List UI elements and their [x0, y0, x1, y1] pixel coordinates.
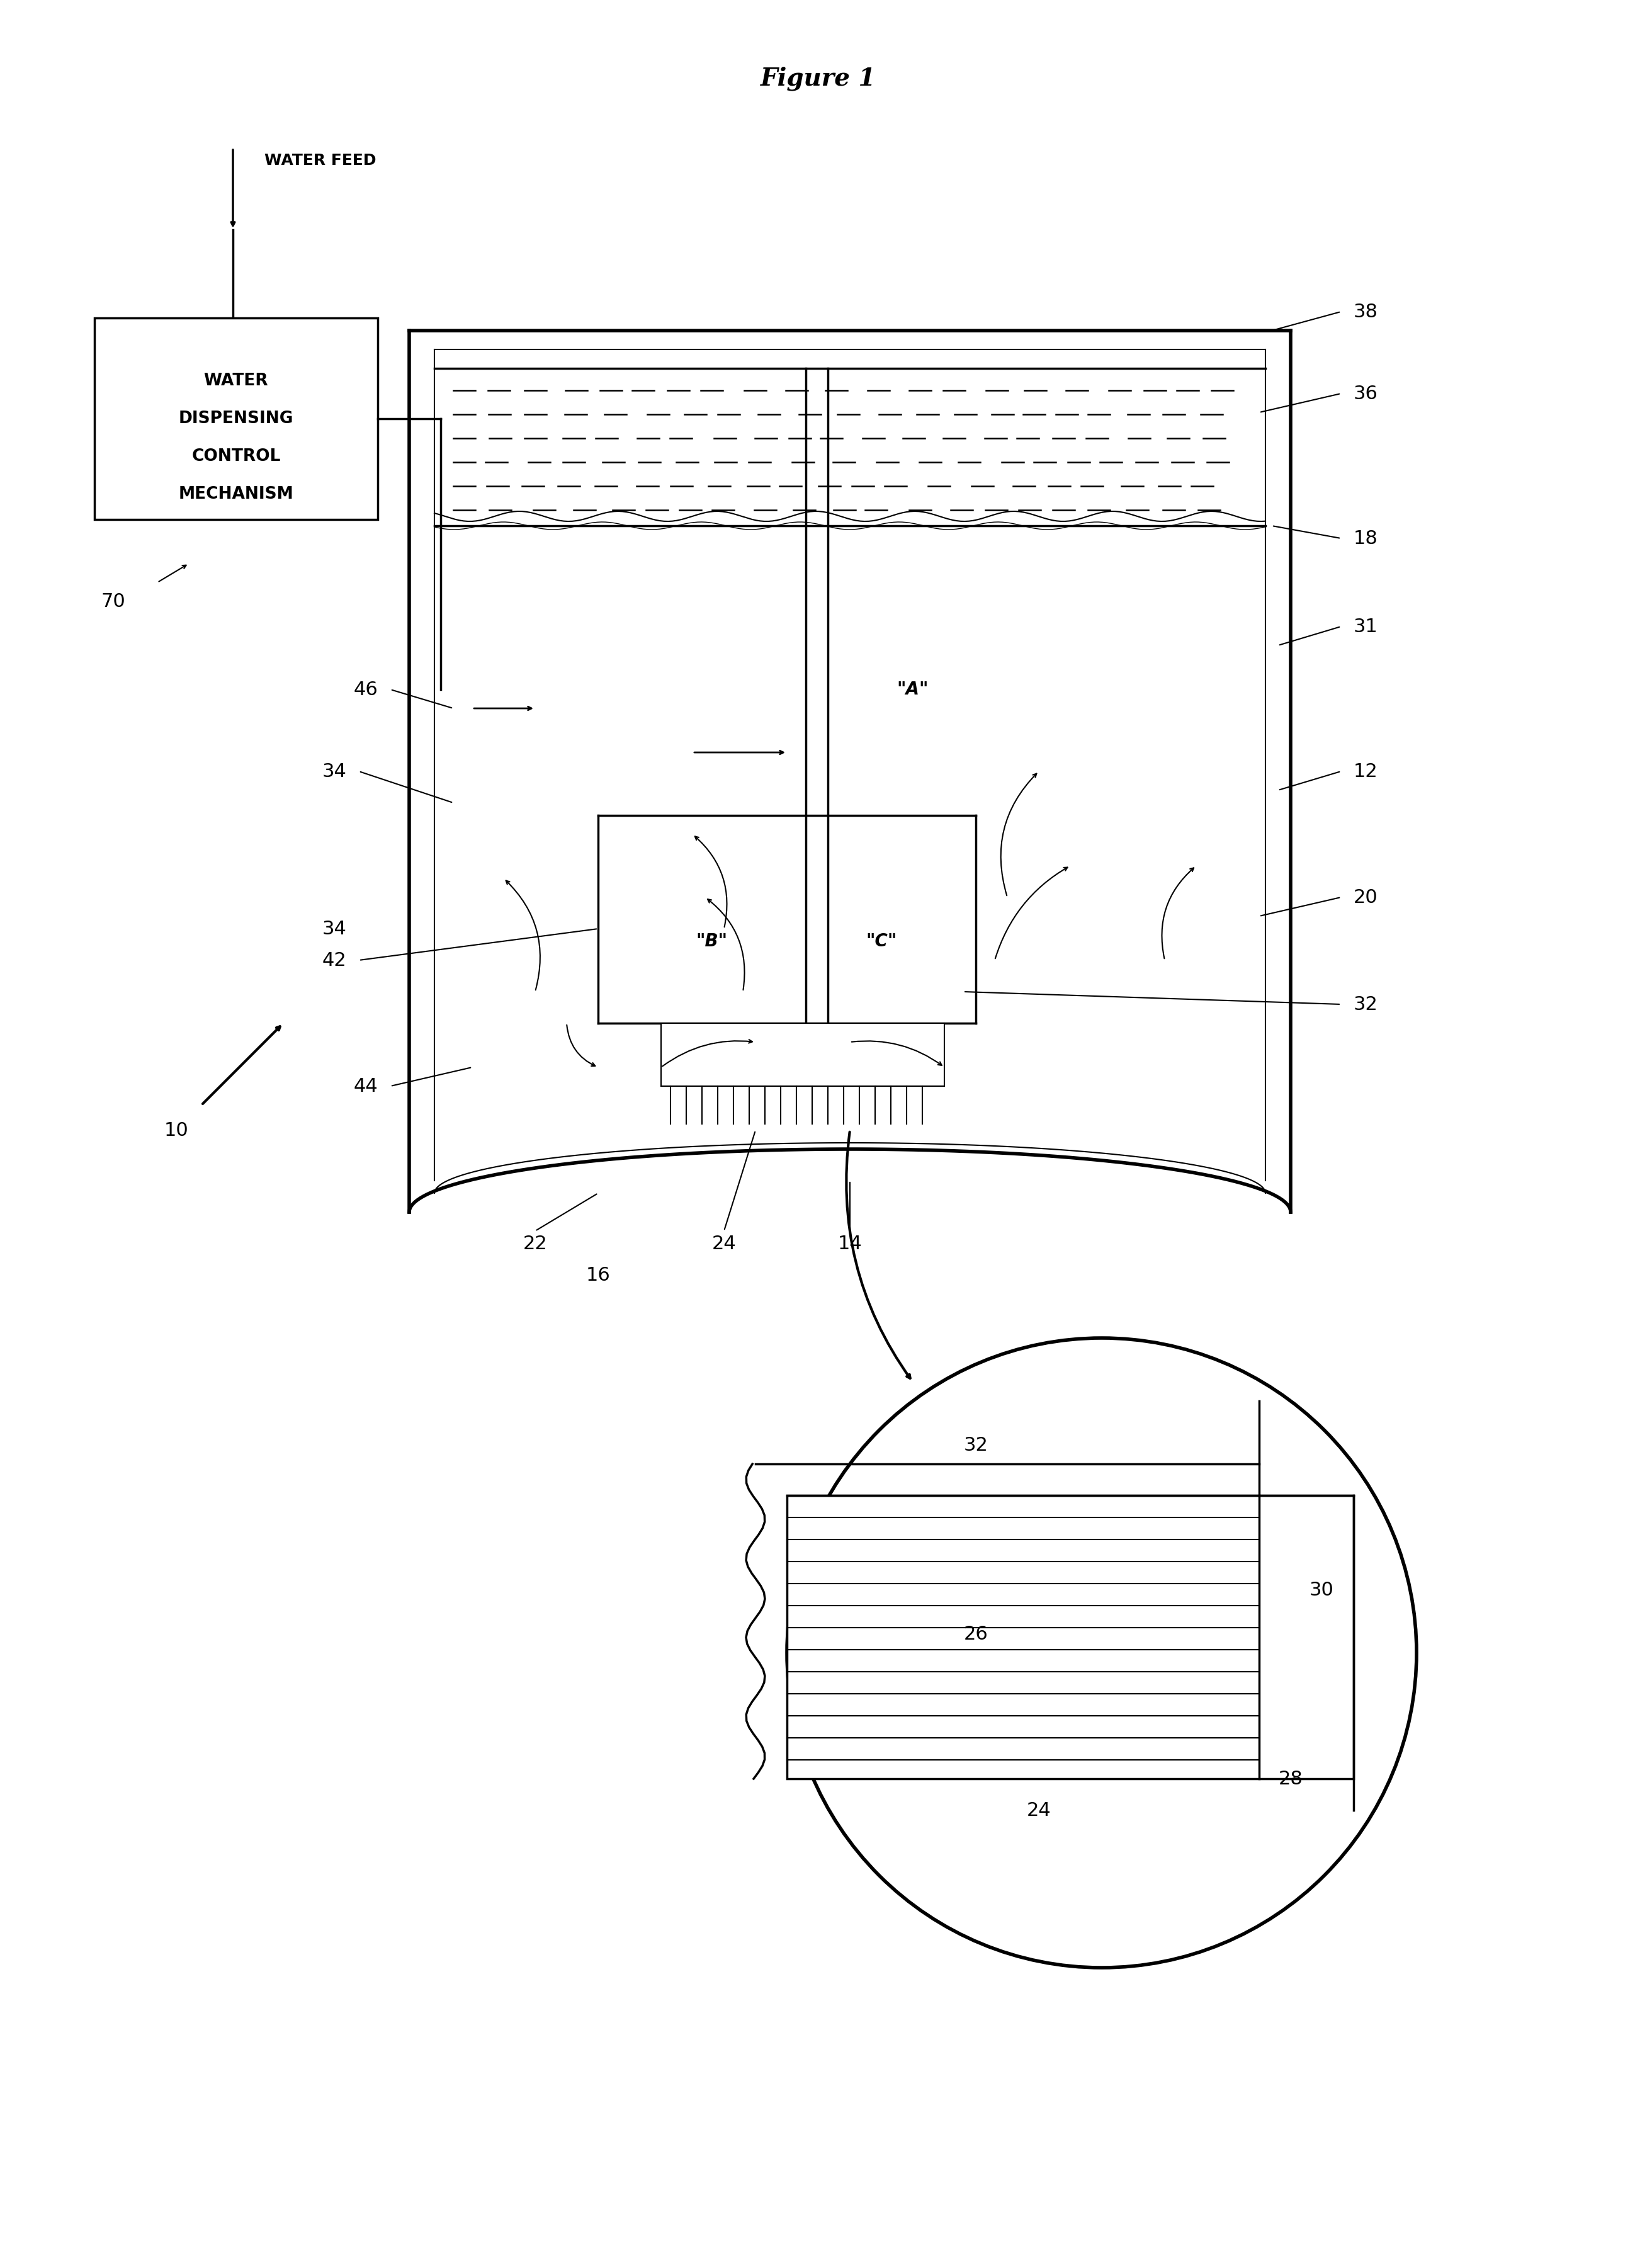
Text: WATER FEED: WATER FEED	[264, 153, 377, 169]
Text: 38: 38	[1353, 302, 1378, 322]
Text: 46: 46	[354, 680, 378, 698]
Text: 14: 14	[838, 1234, 862, 1254]
Text: 28: 28	[1279, 1769, 1303, 1787]
Text: 32: 32	[1353, 995, 1378, 1013]
Bar	[94, 317, 378, 520]
Text: 20: 20	[1353, 889, 1378, 907]
Text: 24: 24	[712, 1234, 737, 1254]
Text: 10: 10	[164, 1121, 188, 1139]
Text: CONTROL: CONTROL	[192, 448, 281, 464]
Text: DISPENSING: DISPENSING	[178, 410, 294, 428]
Bar	[786, 1495, 1353, 1778]
Text: MECHANISM: MECHANISM	[178, 486, 294, 502]
Bar	[661, 1024, 945, 1087]
Text: 70: 70	[101, 592, 126, 610]
Text: 24: 24	[1026, 1801, 1051, 1819]
Text: 34: 34	[322, 921, 347, 939]
Text: 18: 18	[1353, 529, 1378, 547]
Text: WATER: WATER	[203, 374, 268, 389]
Circle shape	[786, 1337, 1416, 1967]
Text: 32: 32	[963, 1436, 988, 1454]
Text: 31: 31	[1353, 617, 1378, 635]
Text: 34: 34	[322, 763, 347, 781]
Text: 12: 12	[1353, 763, 1378, 781]
Text: "C": "C"	[866, 932, 897, 950]
Text: Figure 1: Figure 1	[760, 68, 876, 90]
Text: "B": "B"	[695, 932, 727, 950]
Text: 16: 16	[586, 1265, 610, 1283]
Text: 42: 42	[322, 952, 347, 970]
Text: 36: 36	[1353, 385, 1378, 403]
Text: 44: 44	[354, 1076, 378, 1096]
Text: 26: 26	[963, 1625, 988, 1643]
Text: 22: 22	[524, 1234, 547, 1254]
Text: 30: 30	[1310, 1580, 1333, 1598]
Text: "A": "A"	[897, 680, 928, 698]
